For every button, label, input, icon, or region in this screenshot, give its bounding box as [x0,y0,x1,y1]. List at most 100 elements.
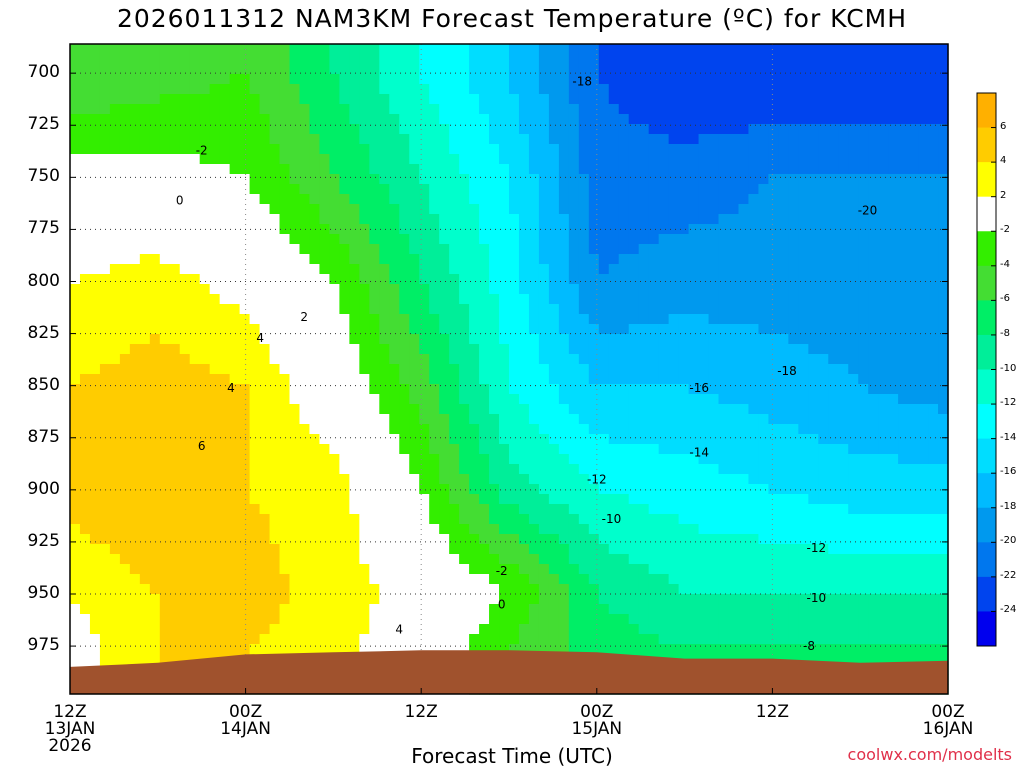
temperature-cell [239,594,251,605]
temperature-cell [449,324,460,335]
temperature-cell [758,314,770,325]
temperature-cell [728,374,740,385]
temperature-cell [858,204,869,215]
temperature-cell [139,444,151,455]
temperature-cell [878,274,889,285]
temperature-cell [798,164,809,175]
temperature-cell [99,294,111,305]
temperature-cell [169,64,181,75]
temperature-cell [718,154,730,165]
temperature-cell [608,534,620,545]
temperature-cell [748,54,760,65]
temperature-cell [928,164,939,175]
temperature-cell [509,204,520,215]
temperature-cell [279,534,291,545]
temperature-cell [568,54,580,65]
temperature-cell [419,244,430,255]
temperature-cell [748,474,760,485]
temperature-cell [568,574,580,585]
temperature-cell [578,354,590,365]
temperature-cell [179,304,191,315]
temperature-cell [259,604,271,615]
temperature-cell [628,144,640,155]
temperature-cell [938,294,949,305]
temperature-cell [169,254,181,265]
temperature-cell [309,314,321,325]
temperature-cell [149,534,161,545]
temperature-cell [479,224,490,235]
temperature-cell [818,184,829,195]
temperature-cell [628,404,640,415]
temperature-cell [169,424,181,435]
temperature-cell [159,104,171,115]
temperature-cell [708,84,720,95]
temperature-cell [159,454,171,465]
temperature-cell [359,484,370,495]
temperature-cell [249,354,261,365]
temperature-cell [189,434,201,445]
temperature-cell [818,274,829,285]
temperature-cell [928,464,939,475]
temperature-cell [548,84,560,95]
temperature-cell [369,184,380,195]
temperature-cell [469,284,480,295]
temperature-cell [329,234,340,245]
temperature-cell [149,324,161,335]
temperature-cell [199,424,211,435]
temperature-cell [898,304,909,315]
temperature-cell [119,74,131,85]
temperature-cell [449,254,460,265]
temperature-cell [89,234,101,245]
temperature-cell [848,394,859,405]
temperature-cell [628,544,640,555]
temperature-cell [229,324,241,335]
temperature-cell [828,174,839,185]
temperature-cell [419,534,430,545]
temperature-cell [588,164,600,175]
temperature-cell [768,544,779,555]
temperature-cell [878,204,889,215]
temperature-cell [459,554,470,565]
temperature-cell [249,84,261,95]
temperature-cell [598,334,610,345]
temperature-cell [618,64,630,75]
temperature-cell [189,574,201,585]
temperature-cell [718,224,730,235]
temperature-cell [718,604,730,615]
temperature-cell [349,554,360,565]
temperature-cell [568,544,580,555]
temperature-cell [459,224,470,235]
temperature-cell [309,454,321,465]
temperature-cell [858,544,869,555]
temperature-cell [938,434,949,445]
temperature-cell [778,204,789,215]
temperature-cell [528,134,540,145]
temperature-cell [728,554,740,565]
temperature-cell [898,524,909,535]
temperature-cell [309,174,321,185]
temperature-cell [718,284,730,295]
temperature-cell [419,234,430,245]
temperature-cell [289,374,301,385]
temperature-cell [588,124,600,135]
temperature-cell [189,384,201,395]
temperature-cell [459,94,470,105]
temperature-cell [199,224,211,235]
temperature-cell [419,504,430,515]
temperature-cell [708,154,720,165]
temperature-cell [678,194,690,205]
temperature-cell [229,594,241,605]
temperature-cell [189,514,201,525]
temperature-cell [189,494,201,505]
temperature-cell [249,364,261,375]
temperature-cell [439,304,450,315]
temperature-cell [828,224,839,235]
temperature-cell [369,354,380,365]
temperature-cell [99,194,111,205]
temperature-cell [369,554,380,565]
temperature-cell [169,594,181,605]
temperature-cell [558,264,570,275]
temperature-cell [449,424,460,435]
temperature-cell [748,304,760,315]
temperature-cell [499,424,510,435]
